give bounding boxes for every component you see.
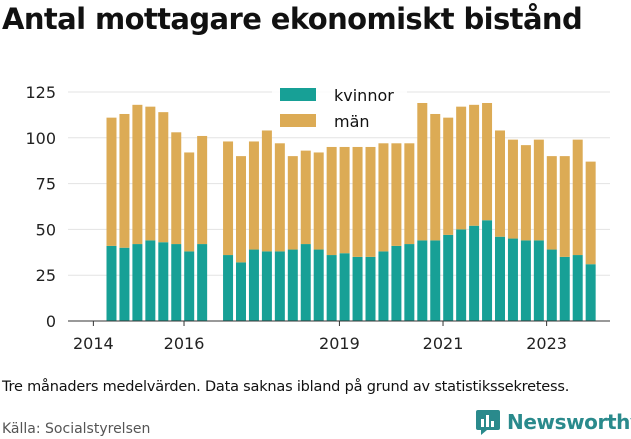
- bar-man: [248, 141, 259, 250]
- legend-swatch-kvinnor: [280, 88, 316, 101]
- chart-note: Tre månaders medelvärden. Data saknas ib…: [2, 379, 570, 395]
- legend-label: kvinnor: [334, 86, 394, 105]
- newsworthy-logo-icon: [476, 410, 500, 435]
- bar-kvinnor: [546, 249, 557, 321]
- bar-man: [495, 130, 505, 237]
- y-tick-label: 125: [25, 83, 56, 102]
- bar-kvinnor: [456, 229, 467, 321]
- y-tick-label: 75: [36, 175, 56, 194]
- bar-man: [482, 102, 493, 221]
- bar-man: [520, 145, 531, 241]
- bar-man: [145, 106, 156, 241]
- bar-kvinnor: [391, 245, 402, 321]
- bar-kvinnor: [158, 242, 169, 321]
- brand-logo[interactable]: Newsworthy: [475, 407, 631, 437]
- chart-title: Antal mottagare ekonomiskt bistånd: [2, 2, 583, 36]
- bar-kvinnor: [326, 255, 337, 321]
- bar-man: [507, 139, 518, 239]
- bar-man: [559, 156, 570, 257]
- bar-man: [197, 135, 208, 245]
- bar-kvinnor: [236, 262, 246, 321]
- bar-man: [404, 143, 415, 245]
- bar-man: [417, 102, 428, 241]
- bar-kvinnor: [507, 238, 518, 321]
- bar-man: [352, 146, 363, 257]
- bar-man: [132, 104, 143, 245]
- x-tick-label: 2019: [319, 334, 360, 353]
- bar-man: [456, 106, 467, 230]
- bar-kvinnor: [145, 240, 156, 321]
- bar-man: [119, 113, 130, 248]
- legend: kvinnor män: [272, 80, 407, 136]
- bar-kvinnor: [313, 249, 324, 321]
- y-tick-label: 25: [36, 266, 56, 285]
- bar-man: [326, 146, 337, 256]
- bar-kvinnor: [585, 264, 596, 321]
- bar-kvinnor: [106, 245, 117, 321]
- bar-kvinnor: [378, 251, 389, 321]
- bar-kvinnor: [404, 244, 415, 321]
- bar-kvinnor: [430, 240, 441, 321]
- bar-man: [391, 143, 402, 246]
- x-tick-label: 2016: [164, 334, 205, 353]
- bar-man: [572, 139, 583, 256]
- bar-kvinnor: [495, 236, 505, 321]
- x-tick-label: 2021: [423, 334, 464, 353]
- bar-kvinnor: [274, 251, 285, 321]
- brand-name: Newsworthy: [507, 410, 631, 434]
- y-tick-label: 100: [25, 129, 56, 148]
- bar-man: [430, 113, 441, 241]
- bar-man: [287, 156, 298, 250]
- bar-man: [533, 139, 544, 241]
- bar-kvinnor: [223, 255, 234, 321]
- bar-man: [339, 146, 350, 254]
- bar-kvinnor: [287, 249, 298, 321]
- bar-kvinnor: [248, 249, 259, 321]
- bar-man: [236, 156, 246, 263]
- bars: [106, 102, 596, 321]
- bar-kvinnor: [352, 256, 363, 321]
- bar-man: [443, 117, 454, 235]
- bar-man: [300, 150, 311, 245]
- bar-kvinnor: [171, 244, 182, 321]
- bar-kvinnor: [197, 244, 208, 321]
- bar-man: [546, 156, 557, 250]
- bar-kvinnor: [339, 253, 350, 321]
- bar-kvinnor: [559, 256, 570, 321]
- bar-man: [274, 143, 285, 252]
- bar-man: [313, 152, 324, 250]
- bar-kvinnor: [443, 234, 454, 321]
- bar-kvinnor: [261, 251, 272, 321]
- y-tick-label: 50: [36, 220, 56, 239]
- bar-man: [585, 161, 596, 265]
- bar-man: [158, 112, 169, 243]
- bar-man: [184, 152, 195, 252]
- source-credit: Källa: Socialstyrelsen: [2, 421, 151, 437]
- bar-man: [223, 141, 234, 256]
- bar-kvinnor: [572, 255, 583, 321]
- bar-man: [469, 104, 480, 226]
- bar-kvinnor: [119, 247, 130, 321]
- bar-kvinnor: [365, 256, 376, 321]
- bar-man: [378, 143, 389, 252]
- legend-swatch-man: [280, 114, 316, 127]
- bar-kvinnor: [520, 240, 531, 321]
- legend-label: män: [334, 112, 370, 131]
- y-tick-label: 0: [46, 312, 56, 331]
- bar-man: [261, 130, 272, 252]
- bar-man: [171, 132, 182, 245]
- bar-man: [365, 146, 376, 257]
- bar-kvinnor: [132, 244, 143, 321]
- stacked-bar-chart: 0 25 50 75 100 125 2014 2016 2019 2021 2023 kvinno…: [25, 80, 610, 353]
- bar-kvinnor: [300, 244, 311, 321]
- x-tick-label: 2023: [526, 334, 567, 353]
- bar-kvinnor: [469, 225, 480, 321]
- bar-man: [106, 117, 117, 246]
- x-tick-label: 2014: [73, 334, 114, 353]
- bar-kvinnor: [184, 251, 195, 321]
- bar-kvinnor: [482, 220, 493, 321]
- bar-kvinnor: [417, 240, 428, 321]
- axes: 0 25 50 75 100 125 2014 2016 2019 2021 2023: [25, 83, 610, 353]
- bar-kvinnor: [533, 240, 544, 321]
